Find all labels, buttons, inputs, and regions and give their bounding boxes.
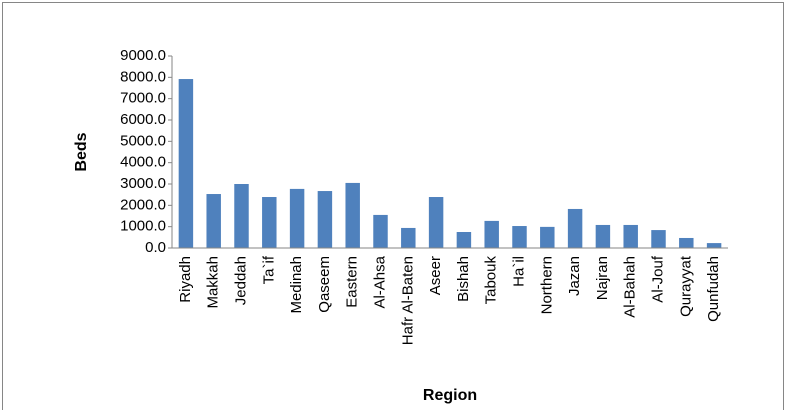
bar bbox=[567, 208, 583, 248]
y-tick-label: 6000.0 bbox=[120, 111, 166, 128]
bar bbox=[373, 214, 388, 248]
x-tick-label: Qunfudah bbox=[705, 256, 722, 322]
chart-frame bbox=[2, 2, 784, 410]
y-tick-label: 0.0 bbox=[145, 239, 166, 256]
x-tick-label: Al-Ahsa bbox=[371, 255, 388, 308]
bar bbox=[401, 227, 416, 248]
bar bbox=[623, 224, 638, 248]
x-tick-label: Qaseem bbox=[316, 256, 333, 313]
bar bbox=[706, 243, 722, 248]
y-tick-label: 8000.0 bbox=[120, 68, 166, 85]
bar bbox=[317, 191, 333, 248]
x-tick-label: Bishah bbox=[455, 256, 472, 302]
bar bbox=[262, 197, 277, 248]
bar bbox=[178, 79, 194, 248]
x-tick-label: Qurayyat bbox=[677, 255, 694, 317]
x-tick-label: Al-Jouf bbox=[649, 255, 666, 303]
x-tick-label: Ha`il bbox=[510, 256, 527, 287]
bar bbox=[679, 237, 694, 248]
bar bbox=[540, 226, 555, 248]
bar bbox=[651, 230, 666, 248]
x-tick-label: Najran bbox=[594, 256, 611, 300]
x-tick-label: Hafr Al-Baten bbox=[399, 256, 416, 345]
y-tick-label: 9000.0 bbox=[120, 47, 166, 64]
y-tick-label: 7000.0 bbox=[120, 90, 166, 107]
x-tick-label: Makkah bbox=[205, 256, 222, 309]
bar bbox=[289, 188, 305, 248]
x-tick-label: Eastern bbox=[344, 256, 361, 308]
bar bbox=[595, 224, 611, 248]
y-tick-label: 4000.0 bbox=[120, 154, 166, 171]
bar bbox=[484, 220, 499, 248]
y-tick-label: 2000.0 bbox=[120, 196, 166, 213]
bar bbox=[428, 197, 444, 248]
x-tick-label: Tabouk bbox=[483, 256, 500, 305]
bar bbox=[512, 226, 527, 248]
y-tick-label: 1000.0 bbox=[120, 218, 166, 235]
x-tick-label: Aseer bbox=[427, 256, 444, 295]
y-tick-label: 3000.0 bbox=[120, 175, 166, 192]
x-tick-label: Riyadh bbox=[177, 256, 194, 303]
x-tick-label: Jazan bbox=[566, 256, 583, 296]
bar bbox=[456, 232, 472, 248]
x-axis-title: Region bbox=[423, 387, 477, 404]
bar bbox=[345, 182, 360, 248]
x-tick-label: Northern bbox=[538, 256, 555, 314]
bar bbox=[234, 184, 249, 248]
x-tick-label: Al-Bahah bbox=[622, 256, 639, 318]
y-tick-label: 5000.0 bbox=[120, 132, 166, 149]
bar bbox=[206, 194, 221, 248]
y-axis-title: Beds bbox=[73, 132, 90, 171]
x-tick-label: Jeddah bbox=[232, 256, 249, 305]
x-tick-label: Ta`if bbox=[260, 255, 277, 284]
x-tick-label: Medinah bbox=[288, 256, 305, 314]
